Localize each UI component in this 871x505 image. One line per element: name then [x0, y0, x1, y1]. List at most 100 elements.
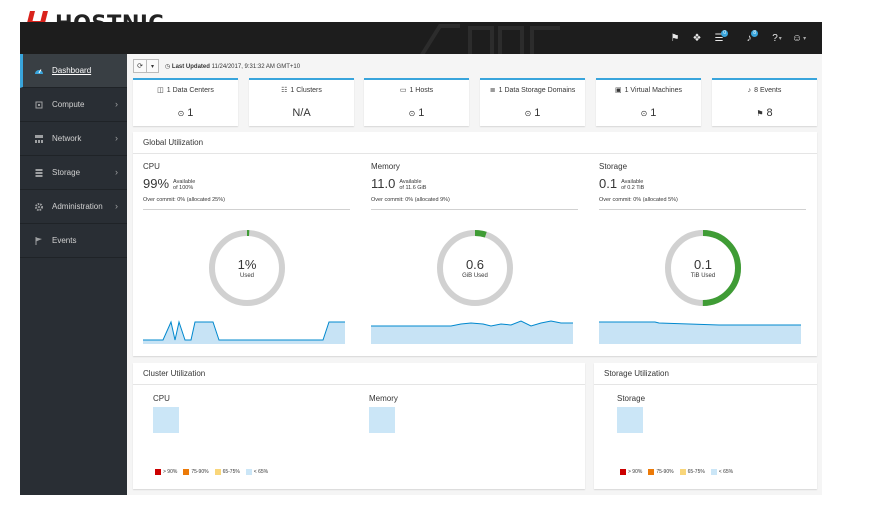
card-value-text: 1: [534, 107, 541, 119]
last-updated-value: 11/24/2017, 9:31:32 AM GMT+10: [211, 63, 301, 70]
utilization-storage: Storage 0.1 Available of 0.2 TiB Over commit…: [599, 162, 806, 210]
data-centers-icon: ◫: [157, 87, 164, 94]
tags-icon: ❖: [692, 32, 702, 44]
cluster-cpu-heatmap-cell[interactable]: [153, 407, 179, 433]
available-of: of 0.2 TiB: [621, 185, 645, 191]
legend-item: 75-90%: [183, 469, 209, 475]
memory-donut-chart[interactable]: 0.6 GiB Used: [435, 228, 515, 313]
sparkline-area: [371, 321, 573, 344]
available-label: Available: [621, 179, 644, 185]
help-icon: ?: [772, 32, 778, 44]
utilization-memory: Memory 11.0 Available of 11.6 GiB Over commi…: [371, 162, 578, 210]
sidebar-item-network[interactable]: Network ›: [20, 122, 127, 156]
sidebar-item-storage[interactable]: Storage ›: [20, 156, 127, 190]
events-icon: ♪: [747, 87, 752, 94]
chevron-down-icon: ▾: [150, 63, 154, 70]
chevron-right-icon: ›: [115, 167, 118, 177]
global-utilization-panel: Global Utilization CPU 99% Available of 100…: [133, 132, 817, 356]
available-value: 0.1: [599, 176, 618, 191]
chevron-down-icon: ▾: [803, 35, 807, 42]
sidebar-item-label: Administration: [52, 202, 103, 211]
global-utilization-title: Global Utilization: [133, 132, 817, 154]
card-title-text: 1 Data Centers: [166, 87, 214, 94]
donut-unit: GiB Used: [462, 273, 488, 279]
refresh-icon: ⟳: [137, 63, 143, 70]
card-events[interactable]: ♪ 8 Events ⚑ 8: [712, 78, 817, 126]
notification-badge: 0: [721, 30, 728, 37]
legend-label: 65-75%: [687, 469, 705, 475]
help-button[interactable]: ? ▾: [766, 22, 788, 54]
cluster-utilization-title: Cluster Utilization: [133, 363, 585, 385]
card-title: ≣ 1 Data Storage Domains: [480, 87, 585, 95]
chevron-down-icon: ▾: [778, 35, 782, 42]
legend-swatch: [183, 469, 190, 475]
legend-swatch: [620, 469, 626, 475]
storage-donut-chart[interactable]: 0.1 TiB Used: [663, 228, 743, 313]
sparkline-line: [371, 320, 573, 327]
legend-label: 65-75%: [222, 469, 240, 475]
card-value-text: 1: [650, 107, 657, 119]
user-button[interactable]: ☺ ▾: [788, 22, 810, 54]
topbar-icons: ⚑ ❖ ☰ 0 ♪ 8? ▾ ☺ ▾: [664, 22, 810, 54]
chevron-right-icon: ›: [115, 133, 118, 143]
available-of: of 11.6 GiB: [399, 185, 427, 191]
refresh-dropdown-button[interactable]: ▾: [147, 59, 159, 73]
legend-item: < 65%: [245, 469, 268, 475]
sidebar-item-label: Compute: [52, 100, 85, 109]
status-icon: ⊙: [408, 109, 416, 118]
card-value: ⊙ 1: [133, 107, 238, 119]
tasks-button[interactable]: ☰ 0: [708, 22, 730, 54]
card-value: N/A: [249, 107, 354, 119]
storage-label: Storage: [617, 394, 646, 403]
memory-sparkline[interactable]: [371, 318, 573, 349]
cpu-sparkline[interactable]: [143, 318, 345, 349]
storage-heatmap-cell[interactable]: [617, 407, 643, 433]
sidebar-item-administration[interactable]: Administration ›: [20, 190, 127, 224]
top-navbar: ⚑ ❖ ☰ 0 ♪ 8? ▾ ☺ ▾: [20, 22, 822, 54]
legend-swatch: [214, 469, 221, 475]
user-icon: ☺: [791, 32, 803, 44]
card-value-text: N/A: [292, 107, 311, 119]
card-virtual-machines[interactable]: ▣ 1 Virtual Machines ⊙ 1: [596, 78, 701, 126]
card-hosts[interactable]: ▭ 1 Hosts ⊙ 1: [364, 78, 469, 126]
storage-sparkline[interactable]: [599, 318, 801, 349]
sidebar-item-label: Storage: [52, 168, 81, 177]
sidebar-item-dashboard[interactable]: Dashboard: [20, 54, 127, 88]
flag-icon: [34, 236, 44, 246]
card-value: ⚑ 8: [712, 107, 817, 119]
storage-utilization-title: Storage Utilization: [594, 363, 817, 385]
bookmark-button[interactable]: ⚑: [664, 22, 686, 54]
sidebar-item-events[interactable]: Events: [20, 224, 127, 258]
card-title: ☷ 1 Clusters: [249, 87, 354, 95]
legend-swatch: [679, 469, 686, 475]
card-clusters[interactable]: ☷ 1 Clusters N/A: [249, 78, 354, 126]
cluster-memory-heatmap-cell[interactable]: [369, 407, 395, 433]
refresh-button[interactable]: ⟳: [133, 59, 147, 73]
card-value: ⊙ 1: [364, 107, 469, 119]
legend-item: < 65%: [710, 469, 733, 475]
storage-utilization-panel: Storage Utilization Storage > 90% 75-90% 6…: [594, 363, 817, 489]
card-value-text: 8: [766, 107, 773, 119]
card-title-text: 1 Hosts: [409, 87, 434, 94]
tags-button[interactable]: ❖: [686, 22, 708, 54]
utilization-label: Storage: [599, 162, 628, 171]
cpu-donut-chart[interactable]: 1% Used: [207, 228, 287, 313]
tasks-icon: ☰: [714, 32, 724, 44]
card-value: ⊙ 1: [480, 107, 585, 119]
status-icon: ⊙: [640, 109, 648, 118]
bell-button[interactable]: ♪ 8: [738, 22, 760, 54]
legend-swatch: [245, 469, 252, 475]
chevron-right-icon: ›: [115, 99, 118, 109]
storage-heatmap-legend: > 90% 75-90% 65-75% < 65%: [620, 469, 739, 475]
overcommit-text: Over commit: 0% (allocated 5%): [599, 197, 806, 210]
sparkline-area: [143, 322, 345, 344]
card-value: ⊙ 1: [596, 107, 701, 119]
legend-label: 75-90%: [191, 469, 209, 475]
sidebar-item-compute[interactable]: Compute ›: [20, 88, 127, 122]
status-icon: ⚑: [756, 109, 764, 118]
card-data-centers[interactable]: ◫ 1 Data Centers ⊙ 1: [133, 78, 238, 126]
card-title: ♪ 8 Events: [712, 87, 817, 95]
data-storage-domains-icon: ≣: [489, 87, 496, 94]
card-data-storage-domains[interactable]: ≣ 1 Data Storage Domains ⊙ 1: [480, 78, 585, 126]
legend-label: > 90%: [163, 469, 178, 475]
